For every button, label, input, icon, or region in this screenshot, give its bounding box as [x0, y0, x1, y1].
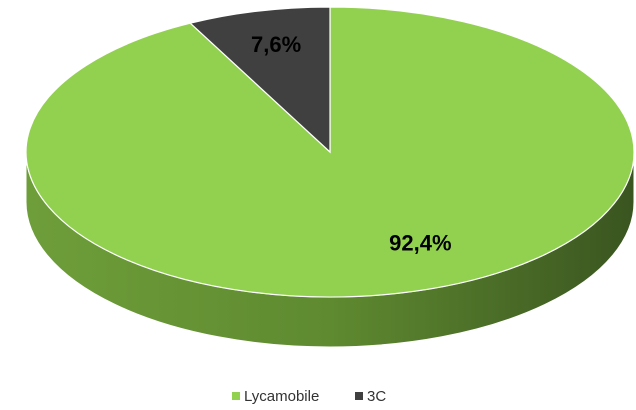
data-label: 92,4% — [389, 230, 451, 255]
legend-label: 3C — [367, 388, 386, 405]
legend-swatch — [232, 392, 240, 400]
legend-label: Lycamobile — [244, 388, 319, 405]
legend-swatch — [355, 392, 363, 400]
data-label: 7,6% — [251, 32, 301, 57]
slice — [189, 6, 331, 154]
